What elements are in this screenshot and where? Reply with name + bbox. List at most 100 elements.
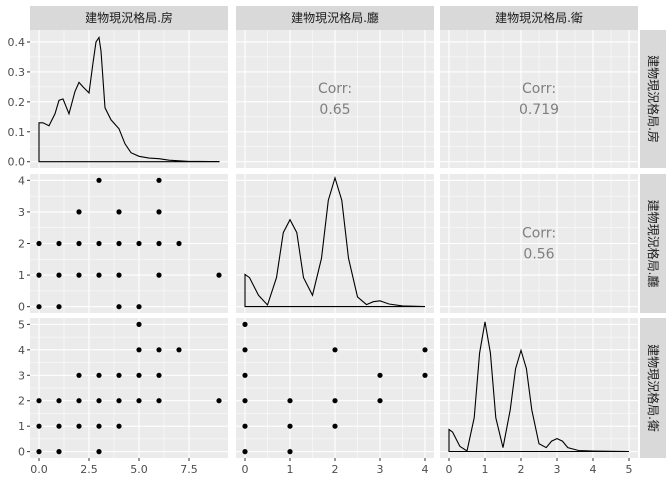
panel-1-0 <box>30 174 228 313</box>
scatter-point <box>116 304 122 310</box>
scatter-point <box>377 372 383 378</box>
panel-1-1 <box>236 174 434 313</box>
scatter-point <box>116 423 122 429</box>
y-tick-label: 0.1 <box>8 126 26 139</box>
scatter-point <box>216 398 222 404</box>
scatter-point <box>116 372 122 378</box>
y-tick-label: 0.0 <box>8 156 26 169</box>
scatter-point <box>136 321 142 327</box>
scatter-point <box>242 321 248 327</box>
scatter-point <box>156 209 162 215</box>
scatter-point <box>136 240 142 247</box>
y-tick-label: 1 <box>18 269 25 282</box>
scatter-point <box>76 209 82 215</box>
x-tick-label: 4 <box>422 463 429 476</box>
corr-label: Corr: <box>522 81 556 97</box>
x-tick-label: 5 <box>626 463 633 476</box>
scatter-point <box>96 177 102 183</box>
y-tick-label: 3 <box>18 206 25 219</box>
row-strip-label: 建物現況格局.衛 <box>646 344 661 432</box>
scatter-point <box>242 423 248 429</box>
row-strip-label: 建物現況格局.房 <box>646 55 661 143</box>
x-tick-label: 1 <box>287 463 294 476</box>
scatter-point <box>242 372 248 378</box>
scatter-point <box>116 272 122 278</box>
scatter-point <box>76 423 82 429</box>
row-strip <box>640 30 666 168</box>
scatter-point <box>96 372 102 378</box>
scatter-point <box>116 398 122 404</box>
scatter-point <box>287 398 293 404</box>
scatter-point <box>36 398 42 404</box>
scatter-point <box>56 272 62 278</box>
x-tick-label: 3 <box>377 463 384 476</box>
scatter-point <box>287 449 293 455</box>
scatter-point <box>287 423 293 429</box>
scatter-point <box>216 272 222 278</box>
y-tick-label: 1 <box>18 420 25 433</box>
scatter-point <box>76 398 82 404</box>
scatter-point <box>76 240 82 247</box>
scatter-point <box>242 449 248 455</box>
y-tick-label: 0.2 <box>8 96 26 109</box>
scatter-point <box>136 398 142 404</box>
scatter-point <box>96 240 102 247</box>
panel-0-1: Corr: 0.65 <box>236 30 434 168</box>
column-strip-label: 建物現況格局.廳 <box>291 10 379 25</box>
scatter-point <box>332 423 338 429</box>
x-tick-label: 2 <box>518 463 525 476</box>
scatter-point <box>136 347 142 353</box>
y-tick-label: 3 <box>18 369 25 382</box>
corr-label: Corr: <box>522 226 556 242</box>
panel-0-2: Corr: 0.719 <box>440 30 638 168</box>
corr-value: 0.65 <box>319 102 350 118</box>
row-strip <box>640 318 666 458</box>
scatter-point <box>76 272 82 278</box>
density-curve <box>448 321 630 453</box>
scatter-point <box>176 240 182 247</box>
column-strip <box>30 6 228 30</box>
x-tick-label: 4 <box>590 463 597 476</box>
row-strip <box>640 174 666 313</box>
x-tick-label: 1 <box>482 463 489 476</box>
scatter-point <box>76 372 82 378</box>
scatter-point <box>36 423 42 429</box>
panel-2-1 <box>236 318 434 458</box>
y-tick-label: 4 <box>18 174 25 187</box>
x-tick-label: 3 <box>554 463 561 476</box>
column-strip <box>440 6 638 30</box>
scatter-point <box>242 347 248 353</box>
y-tick-label: 5 <box>18 318 25 331</box>
y-tick-label: 0 <box>18 446 25 459</box>
density-curve <box>38 36 220 163</box>
scatter-point <box>96 398 102 404</box>
scatter-point <box>36 449 42 455</box>
scatter-point <box>136 372 142 378</box>
x-tick-label: 2 <box>332 463 339 476</box>
scatter-point <box>56 398 62 404</box>
scatter-point <box>156 272 162 278</box>
corr-value: 0.56 <box>523 247 554 263</box>
panel-2-0 <box>30 318 228 458</box>
scatter-point <box>96 272 102 278</box>
y-tick-label: 0 <box>18 301 25 314</box>
x-tick-label: 2.5 <box>80 463 98 476</box>
x-tick-label: 0 <box>242 463 249 476</box>
density-curve <box>244 175 426 308</box>
scatter-point <box>332 398 338 404</box>
scatter-point <box>56 423 62 429</box>
column-strip <box>236 6 434 30</box>
scatter-point <box>96 423 102 429</box>
scatter-point <box>156 240 162 247</box>
y-tick-label: 0.4 <box>8 36 26 49</box>
scatter-point <box>36 272 42 278</box>
panel-2-2 <box>440 318 638 458</box>
scatter-point <box>36 240 42 247</box>
scatter-point <box>56 304 62 310</box>
scatter-point <box>156 177 162 183</box>
scatter-point <box>36 304 42 310</box>
scatter-point <box>242 398 248 404</box>
column-strip-label: 建物現況格局.衛 <box>495 10 583 25</box>
scatter-point <box>116 240 122 247</box>
scatter-point <box>56 240 62 247</box>
